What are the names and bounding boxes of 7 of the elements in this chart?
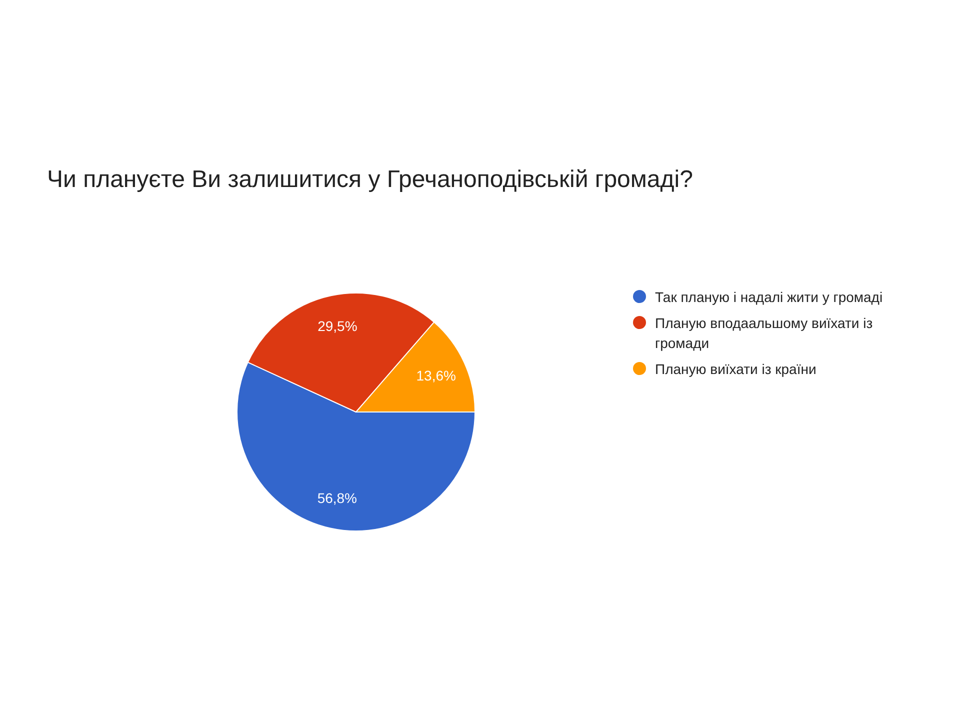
legend-label: Так планую і надалі жити у громаді xyxy=(655,288,883,307)
data-label: 56,8% xyxy=(317,490,358,506)
legend-label: Планую вподаальшому виїхати із громади xyxy=(655,314,874,353)
legend-label: Планую виїхати із країни xyxy=(655,360,816,379)
data-label: 13,6% xyxy=(416,367,456,384)
data-label: 29,5% xyxy=(318,318,358,334)
chart-title: Чи плануєте Ви залишитися у Гречаноподівській громаді? xyxy=(47,166,693,194)
